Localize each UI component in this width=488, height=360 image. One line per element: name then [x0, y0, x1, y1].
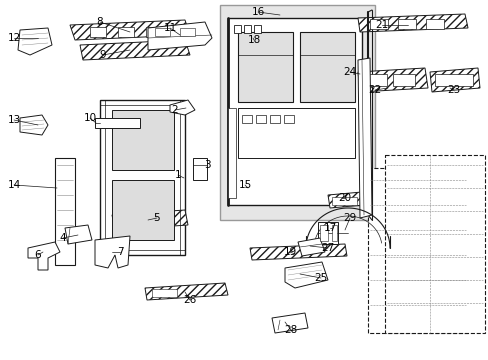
Text: 27: 27 [321, 243, 334, 253]
Text: 21: 21 [375, 20, 388, 30]
Bar [242, 115, 251, 123]
Polygon shape [80, 40, 190, 60]
Bar [155, 28, 170, 36]
Bar [234, 25, 241, 33]
Bar [367, 168, 467, 333]
Text: 3: 3 [203, 160, 210, 170]
Polygon shape [28, 242, 60, 270]
Text: 16: 16 [251, 7, 264, 17]
Polygon shape [20, 115, 48, 135]
Text: 7: 7 [117, 247, 123, 257]
Text: 10: 10 [83, 113, 96, 123]
Polygon shape [285, 262, 327, 288]
Polygon shape [297, 238, 325, 256]
Polygon shape [95, 236, 130, 268]
Text: 8: 8 [97, 17, 103, 27]
Bar [425, 19, 443, 29]
Polygon shape [249, 244, 346, 260]
Polygon shape [170, 100, 195, 115]
Text: 19: 19 [283, 247, 296, 257]
Text: 23: 23 [447, 85, 460, 95]
Polygon shape [95, 118, 140, 128]
Text: 1: 1 [174, 170, 181, 180]
Text: 4: 4 [60, 233, 66, 243]
Text: 26: 26 [183, 295, 196, 305]
Bar [317, 222, 337, 244]
Text: 12: 12 [7, 33, 20, 43]
Polygon shape [100, 100, 184, 255]
Polygon shape [55, 158, 75, 265]
Bar [152, 289, 177, 297]
Bar [364, 74, 386, 86]
Polygon shape [357, 68, 427, 92]
Bar [193, 158, 206, 180]
Bar [253, 25, 261, 33]
Text: 13: 13 [7, 115, 20, 125]
Bar [238, 32, 292, 102]
Text: 6: 6 [35, 250, 41, 260]
Bar [331, 225, 336, 241]
Bar [118, 27, 134, 37]
Bar [434, 74, 472, 86]
Polygon shape [429, 68, 479, 92]
Bar [112, 180, 174, 240]
Text: 24: 24 [343, 67, 356, 77]
Bar [220, 5, 374, 220]
Bar [384, 155, 484, 333]
Polygon shape [148, 22, 212, 50]
Polygon shape [327, 192, 363, 208]
Polygon shape [145, 283, 227, 300]
Bar [397, 19, 415, 29]
Bar [244, 25, 250, 33]
Bar [112, 110, 174, 170]
Polygon shape [357, 58, 371, 218]
Text: 15: 15 [238, 180, 251, 190]
Text: 22: 22 [367, 85, 381, 95]
Bar [180, 28, 195, 36]
Polygon shape [70, 20, 190, 40]
Text: 29: 29 [343, 213, 356, 223]
Text: 5: 5 [153, 213, 160, 223]
Text: 18: 18 [247, 35, 260, 45]
Bar [238, 108, 354, 158]
Text: 25: 25 [314, 273, 327, 283]
Bar [146, 27, 162, 37]
Bar [90, 27, 106, 37]
Polygon shape [18, 28, 52, 55]
Polygon shape [65, 225, 92, 244]
Polygon shape [357, 14, 467, 32]
Text: 11: 11 [163, 23, 176, 33]
Bar [392, 74, 414, 86]
Bar [331, 197, 356, 205]
Text: 20: 20 [338, 193, 351, 203]
Bar [256, 115, 265, 123]
Text: 28: 28 [284, 325, 297, 335]
Text: 2: 2 [171, 105, 178, 115]
Polygon shape [227, 18, 361, 205]
Bar [369, 19, 387, 29]
Text: 9: 9 [100, 50, 106, 60]
Bar [284, 115, 293, 123]
Text: 17: 17 [323, 223, 336, 233]
Polygon shape [112, 210, 187, 230]
Text: 14: 14 [7, 180, 20, 190]
Bar [319, 225, 327, 241]
Bar [269, 115, 280, 123]
Bar [227, 108, 236, 198]
Polygon shape [271, 313, 307, 333]
Bar [299, 32, 354, 102]
